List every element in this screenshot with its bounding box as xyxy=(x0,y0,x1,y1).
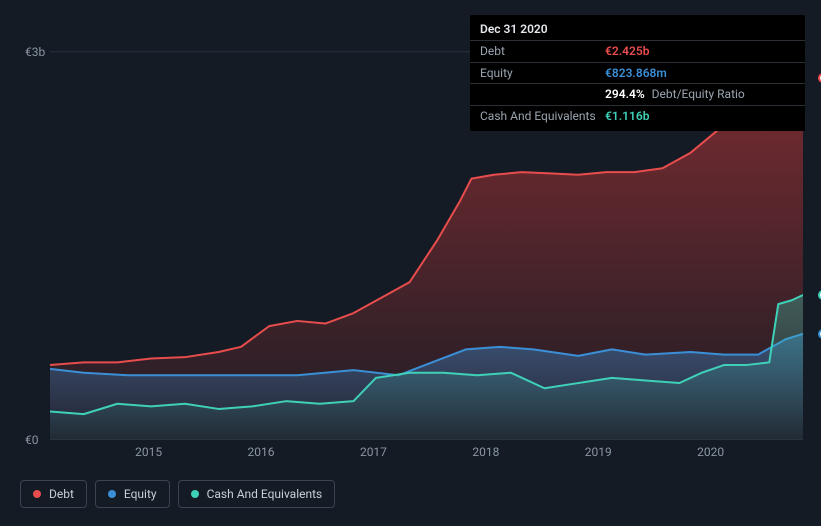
x-tick-label: 2019 xyxy=(585,445,612,459)
legend-dot-icon xyxy=(33,490,41,498)
tooltip-row-value: €2.425b xyxy=(605,43,795,60)
x-tick-label: 2020 xyxy=(697,445,724,459)
tooltip-row: Cash And Equivalents€1.116b xyxy=(470,106,805,127)
chart-tooltip: Dec 31 2020 Debt€2.425bEquity€823.868m29… xyxy=(470,15,805,131)
tooltip-row-suffix: Debt/Equity Ratio xyxy=(649,87,745,101)
tooltip-row-value: €823.868m xyxy=(605,65,795,82)
legend-label: Equity xyxy=(124,487,157,501)
tooltip-row-value: 294.4% Debt/Equity Ratio xyxy=(605,86,795,103)
legend-label: Debt xyxy=(49,487,74,501)
x-tick-label: 2018 xyxy=(472,445,499,459)
legend-dot-icon xyxy=(108,490,116,498)
legend-item[interactable]: Equity xyxy=(95,480,170,508)
legend-item[interactable]: Debt xyxy=(20,480,87,508)
tooltip-row: Equity€823.868m xyxy=(470,63,805,85)
x-axis-ticks: 2015 2016 2017 2018 2019 2020 xyxy=(70,445,821,465)
legend-item[interactable]: Cash And Equivalents xyxy=(178,480,336,508)
tooltip-row: Debt€2.425b xyxy=(470,41,805,63)
tooltip-row-label xyxy=(480,86,605,103)
chart-legend: Debt Equity Cash And Equivalents xyxy=(20,480,335,508)
tooltip-row-value: €1.116b xyxy=(605,108,795,125)
x-tick-label: 2016 xyxy=(248,445,275,459)
legend-label: Cash And Equivalents xyxy=(207,487,323,501)
tooltip-row-label: Debt xyxy=(480,43,605,60)
y-tick-label: €3b xyxy=(25,45,45,59)
legend-dot-icon xyxy=(191,490,199,498)
y-tick-label: €0 xyxy=(25,433,39,447)
x-tick-label: 2017 xyxy=(360,445,387,459)
tooltip-row-label: Equity xyxy=(480,65,605,82)
tooltip-row-label: Cash And Equivalents xyxy=(480,108,605,125)
tooltip-date: Dec 31 2020 xyxy=(480,21,548,38)
x-tick-label: 2015 xyxy=(135,445,162,459)
tooltip-row: 294.4% Debt/Equity Ratio xyxy=(470,84,805,106)
